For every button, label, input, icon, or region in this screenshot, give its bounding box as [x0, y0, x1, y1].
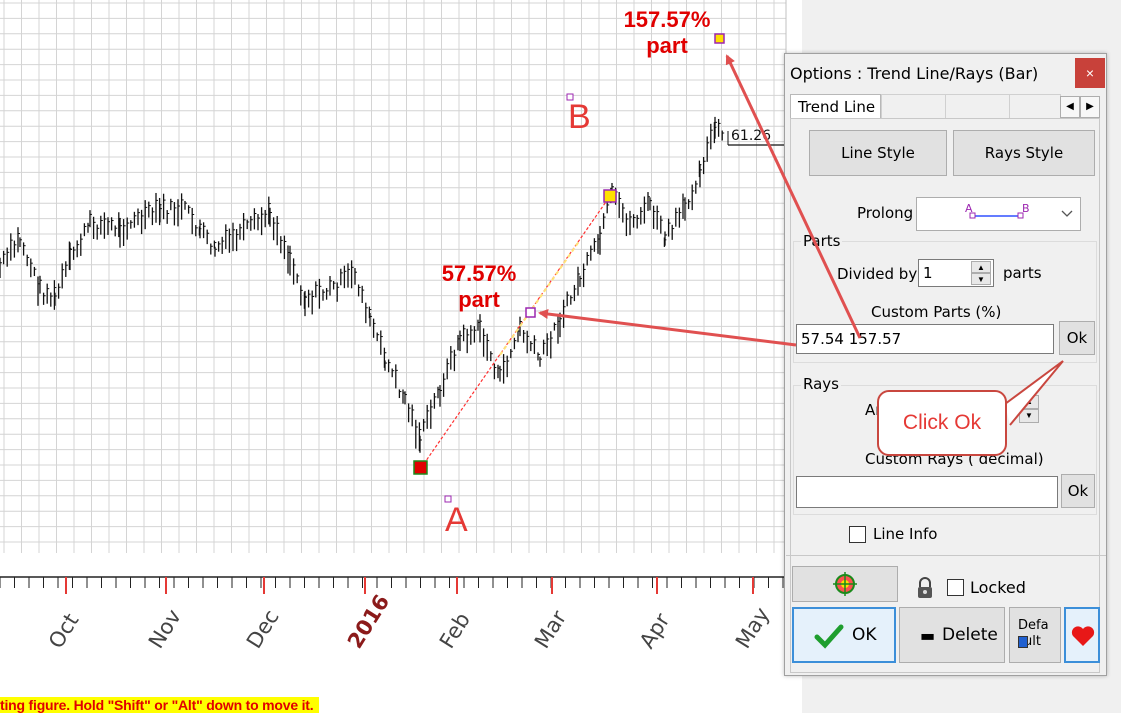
custom-parts-label: Custom Parts (%) — [871, 303, 1002, 321]
svg-text:A: A — [965, 202, 973, 215]
tab-blank[interactable] — [945, 94, 1011, 119]
annotation-part: part — [458, 287, 500, 312]
svg-text:B: B — [1022, 202, 1030, 215]
favorite-button[interactable] — [1064, 607, 1100, 663]
rays-group-title: Rays — [801, 375, 841, 393]
x-tick-label: Dec — [242, 605, 284, 652]
divided-by-label: Divided by — [837, 265, 918, 283]
default-icon — [1018, 636, 1028, 648]
locked-label: Locked — [970, 578, 1026, 597]
annotation-part: part — [646, 33, 688, 58]
click-ok-callout: Click Ok — [877, 390, 1007, 456]
tab-scroll-left-icon[interactable]: ◀ — [1060, 96, 1080, 118]
custom-rays-ok-button[interactable]: Ok — [1061, 474, 1095, 508]
lock-icon — [915, 577, 935, 604]
custom-parts-input[interactable]: 57.54 157.57 — [796, 324, 1054, 354]
delete-button-label: Delete — [942, 625, 998, 645]
parts-unit-label: parts — [1003, 264, 1042, 282]
x-tick-label: 2016 — [343, 590, 394, 652]
spin-down-icon[interactable]: ▼ — [971, 273, 991, 285]
default-button-label: Defa — [1018, 618, 1049, 633]
tab-strip: Trend Line ◀ ▶ — [790, 94, 1100, 119]
checkmark-icon — [814, 624, 844, 649]
point-a-label: A — [445, 501, 468, 539]
x-tick-label: Feb — [435, 608, 475, 652]
x-tick-label: Oct — [44, 609, 84, 653]
minus-icon: ▬ — [920, 626, 936, 645]
prolong-dropdown[interactable]: A B — [916, 197, 1081, 231]
spin-down-icon[interactable]: ▼ — [1019, 409, 1039, 423]
point-a-handle — [444, 495, 452, 503]
annotation-157-part: 157.57% part — [602, 7, 732, 59]
status-message: ting figure. Hold "Shift" or "Alt" down … — [0, 697, 320, 713]
x-tick-label: May — [731, 603, 774, 653]
price-chart[interactable]: Oct Nov Dec 2016 Feb Mar Apr May 61.26 — [0, 0, 802, 713]
point-b-label: B — [568, 98, 591, 136]
ok-button-label: OK — [852, 625, 877, 645]
x-tick-label: Apr — [635, 609, 675, 653]
tab-scroll-right-icon[interactable]: ▶ — [1080, 96, 1100, 118]
prolong-line-preview-icon: A B — [965, 202, 1073, 219]
rays-style-button[interactable]: Rays Style — [953, 130, 1095, 176]
dialog-title: Options : Trend Line/Rays (Bar) — [790, 64, 1039, 83]
magnet-button[interactable] — [792, 566, 898, 602]
part-157-marker — [714, 33, 725, 44]
line-info-checkbox[interactable] — [849, 526, 866, 543]
tab-blank[interactable] — [881, 94, 947, 119]
custom-rays-input[interactable] — [796, 476, 1058, 508]
prolong-label: Prolong — [857, 204, 914, 222]
delete-button[interactable]: ▬ Delete — [899, 607, 1005, 663]
point-a-marker — [413, 460, 428, 475]
options-dialog: Options : Trend Line/Rays (Bar) × Trend … — [784, 53, 1107, 676]
tab-trend-line[interactable]: Trend Line — [790, 94, 881, 118]
divider — [786, 555, 1106, 556]
default-button-label: ult — [1024, 634, 1041, 649]
custom-parts-ok-button[interactable]: Ok — [1059, 321, 1095, 355]
spin-up-icon[interactable]: ▲ — [1019, 395, 1039, 409]
point-b-handle — [566, 93, 574, 101]
annotation-57-part: 57.57% part — [420, 261, 538, 313]
trend-line-highlight — [499, 239, 581, 356]
line-style-button[interactable]: Line Style — [809, 130, 947, 176]
chart-canvas[interactable]: Oct Nov Dec 2016 Feb Mar Apr May 61.26 — [0, 0, 802, 713]
x-tick-label: Nov — [144, 605, 186, 652]
ok-button[interactable]: OK — [792, 607, 896, 663]
tab-blank[interactable] — [1009, 94, 1061, 119]
x-tick-label: Mar — [530, 606, 572, 653]
parts-group-title: Parts — [801, 232, 843, 250]
target-icon — [833, 572, 857, 596]
annotation-percent: 157.57% — [623, 7, 711, 32]
close-button[interactable]: × — [1075, 58, 1105, 88]
locked-checkbox[interactable] — [947, 579, 964, 596]
price-label: 61.26 — [731, 128, 771, 144]
default-button[interactable]: Defa ult — [1009, 607, 1061, 663]
part-57-marker — [525, 307, 536, 318]
annotation-percent: 57.57% — [441, 261, 517, 286]
spin-up-icon[interactable]: ▲ — [971, 261, 991, 273]
point-b-marker — [603, 189, 617, 203]
rays-group — [793, 385, 1097, 515]
trend-line — [420, 195, 611, 469]
line-info-label: Line Info — [873, 525, 938, 543]
heart-icon — [1071, 626, 1095, 646]
